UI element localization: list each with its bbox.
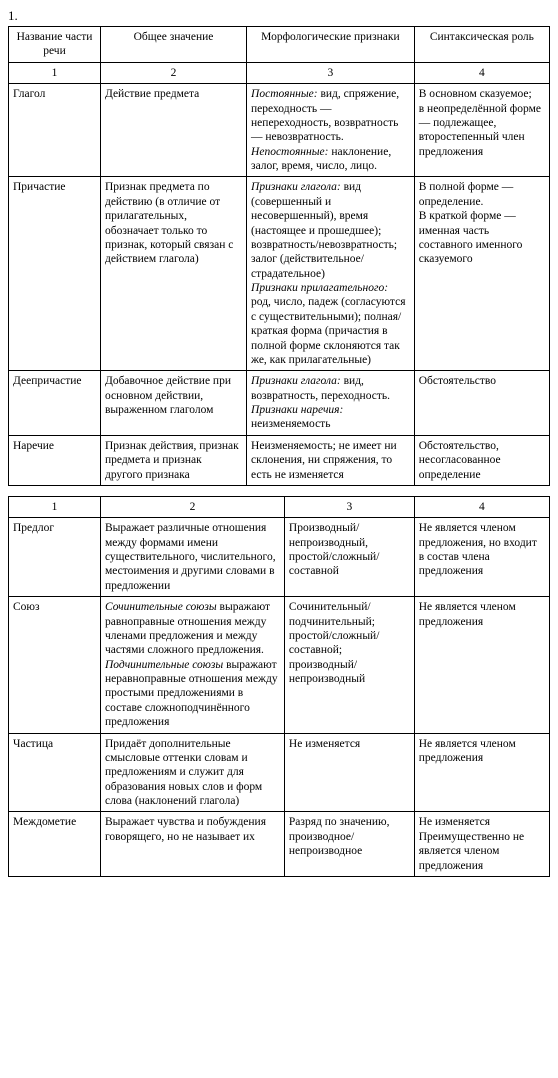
number-row: 1 2 3 4 [9, 62, 550, 83]
cell-syntax: В полной форме — определение. В краткой … [414, 177, 549, 371]
cell-meaning: Сочинительные союзы выражают равноправны… [100, 597, 284, 733]
em: Подчинительные союзы [105, 659, 223, 671]
cell-meaning: Придаёт дополнительные смысловые оттенки… [100, 733, 284, 812]
col-num: 2 [100, 496, 284, 517]
cell-syntax: Обстоятельство, несогласованное определе… [414, 435, 549, 485]
em: Непостоянные: [251, 146, 328, 158]
cell-syntax: Не является членом предложения, но входи… [414, 518, 549, 597]
cell-meaning: Выражает различные отношения между форма… [100, 518, 284, 597]
em: Признаки прилагательного: [251, 282, 388, 294]
col-num: 1 [9, 62, 101, 83]
cell-morph: Неизменяемость; не имеет ни склонения, н… [247, 435, 415, 485]
col-num: 4 [414, 496, 549, 517]
cell-syntax: Не является членом предложения [414, 733, 549, 812]
header-cell: Морфологические признаки [247, 27, 415, 63]
cell-name: Деепричастие [9, 371, 101, 436]
cell-morph: Сочинительный/подчинительный; простой/сл… [284, 597, 414, 733]
cell-morph: Признаки глагола: вид, возвратность, пер… [247, 371, 415, 436]
col-num: 1 [9, 496, 101, 517]
table-row: Причастие Признак предмета по действию (… [9, 177, 550, 371]
cell-name: Причастие [9, 177, 101, 371]
cell-meaning: Выражает чувства и побуждения говорящего… [100, 812, 284, 877]
cell-name: Наречие [9, 435, 101, 485]
cell-meaning: Действие предмета [100, 84, 246, 177]
table-row: Союз Сочинительные союзы выражают равноп… [9, 597, 550, 733]
cell-name: Частица [9, 733, 101, 812]
table-parts-of-speech-2: 1 2 3 4 Предлог Выражает различные отнош… [8, 496, 550, 877]
cell-meaning: Добавочное действие при основном действи… [100, 371, 246, 436]
col-num: 3 [247, 62, 415, 83]
cell-morph: Разряд по значению, производное/непроизв… [284, 812, 414, 877]
task-number: 1. [8, 8, 550, 24]
table-row: Наречие Признак действия, признак предме… [9, 435, 550, 485]
cell-morph: Не изменяется [284, 733, 414, 812]
cell-syntax: Не изменяется Преимущественно не являетс… [414, 812, 549, 877]
cell-meaning: Признак действия, признак предмета и при… [100, 435, 246, 485]
em: Признаки наречия: [251, 404, 343, 416]
table-row: Деепричастие Добавочное действие при осн… [9, 371, 550, 436]
cell-name: Междометие [9, 812, 101, 877]
table-row: Глагол Действие предмета Постоянные: вид… [9, 84, 550, 177]
number-row: 1 2 3 4 [9, 496, 550, 517]
cell-meaning: Признак предмета по действию (в отличие … [100, 177, 246, 371]
col-num: 2 [100, 62, 246, 83]
table-row: Междометие Выражает чувства и побуждения… [9, 812, 550, 877]
text: род, число, падеж (согласуются с существ… [251, 296, 405, 366]
text: вид (совершенный и несовершенный), время… [251, 181, 397, 279]
em: Признаки глагола: [251, 181, 341, 193]
cell-name: Глагол [9, 84, 101, 177]
table-parts-of-speech-1: Название части речи Общее значение Морфо… [8, 26, 550, 486]
col-num: 4 [414, 62, 549, 83]
header-row: Название части речи Общее значение Морфо… [9, 27, 550, 63]
table-row: Частица Придаёт дополнительные смысловые… [9, 733, 550, 812]
cell-morph: Постоянные: вид, спряжение, переходность… [247, 84, 415, 177]
cell-name: Союз [9, 597, 101, 733]
header-cell: Общее значение [100, 27, 246, 63]
cell-syntax: В основном сказуемое; в неопределённой ф… [414, 84, 549, 177]
header-cell: Название части речи [9, 27, 101, 63]
cell-syntax: Обстоятельство [414, 371, 549, 436]
em: Постоянные: [251, 88, 318, 100]
header-cell: Синтаксическая роль [414, 27, 549, 63]
text: неизменяемость [251, 418, 330, 430]
em: Сочинительные союзы [105, 601, 217, 613]
table-row: Предлог Выражает различные отношения меж… [9, 518, 550, 597]
cell-morph: Производный/непроизводный, простой/сложн… [284, 518, 414, 597]
em: Признаки глагола: [251, 375, 341, 387]
cell-morph: Признаки глагола: вид (совершенный и нес… [247, 177, 415, 371]
cell-syntax: Не является членом предложения [414, 597, 549, 733]
col-num: 3 [284, 496, 414, 517]
cell-name: Предлог [9, 518, 101, 597]
